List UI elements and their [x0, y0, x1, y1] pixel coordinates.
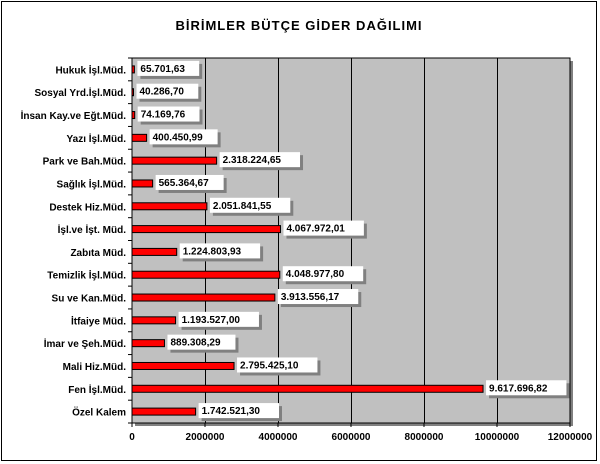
y-tick-label: İtfaiye Müd. — [71, 314, 126, 327]
data-label-box — [137, 106, 200, 122]
bar — [131, 316, 177, 325]
data-label-box — [219, 152, 301, 168]
bar — [131, 339, 165, 348]
data-label: 40.286,70 — [140, 87, 185, 98]
data-label: 4.048.977,80 — [286, 269, 345, 280]
x-tick-label: 12000000 — [548, 432, 593, 443]
y-tick-label: Hukuk İşl.Müd. — [55, 63, 126, 76]
bar — [131, 88, 134, 97]
y-tick-label: Sosyal Yrd.İşl.Müd. — [34, 86, 126, 99]
data-label: 74.169,76 — [141, 110, 186, 121]
x-tick-label: 4000000 — [259, 432, 298, 443]
y-tick-label: Temizlik İşl.Müd. — [47, 269, 126, 282]
y-tick-label: Fen İşl.Müd. — [68, 383, 126, 396]
data-label-box — [237, 357, 318, 373]
data-label-box — [137, 60, 200, 76]
data-label-box — [179, 243, 261, 259]
x-tick-label: 10000000 — [475, 432, 520, 443]
bar — [131, 407, 197, 416]
bar — [131, 384, 484, 393]
data-label: 400.450,99 — [153, 132, 203, 143]
bar — [131, 65, 135, 74]
data-label-box — [283, 220, 364, 236]
y-tick-label: Yazı İşl.Müd. — [67, 132, 127, 145]
data-label: 1.742.521,30 — [202, 406, 261, 417]
data-label-box — [209, 197, 291, 213]
data-label-box — [136, 83, 199, 99]
x-tick-label: 6000000 — [332, 432, 371, 443]
y-tick-label: İşl.ve İşt. Müd. — [58, 223, 127, 236]
bar — [131, 225, 281, 234]
data-label-box — [178, 311, 259, 327]
bar — [131, 179, 154, 188]
data-label: 3.913.556,17 — [281, 292, 340, 303]
y-tick-label: İnsan Kay.ve Eğt.Müd. — [21, 109, 127, 122]
y-tick-label: Mali Hiz.Müd. — [63, 362, 127, 373]
data-label-box — [167, 334, 236, 350]
data-label: 2.318.224,65 — [223, 155, 282, 166]
data-label-box — [277, 289, 359, 305]
x-tick-label: 0 — [129, 432, 135, 443]
bar — [131, 247, 178, 256]
bar — [131, 270, 281, 279]
y-tick-label: Sağlık İşl.Müd. — [57, 177, 127, 190]
data-label: 9.617.696,82 — [489, 383, 548, 394]
bar — [131, 133, 148, 142]
chart-title: BİRİMLER BÜTÇE GİDER DAĞILIMI — [175, 18, 423, 33]
y-tick-label: Destek Hiz.Müd. — [49, 202, 126, 213]
y-tick-label: Zabıta Müd. — [70, 248, 126, 259]
bar — [131, 293, 276, 302]
y-tick-label: Su ve Kan.Müd. — [52, 294, 127, 305]
y-tick-label: İmar ve Şeh.Müd. — [44, 337, 126, 350]
data-label-box — [198, 403, 280, 419]
data-label-box — [486, 380, 567, 396]
data-label: 65.701,63 — [140, 64, 185, 75]
x-tick-label: 2000000 — [186, 432, 225, 443]
data-label: 1.193.527,00 — [182, 315, 241, 326]
data-label: 889.308,29 — [170, 338, 220, 349]
data-label-box — [155, 174, 224, 190]
data-label-box — [149, 129, 218, 145]
y-tick-label: Özel Kalem — [72, 406, 126, 419]
data-label: 565.364,67 — [159, 178, 209, 189]
data-label: 4.067.972,01 — [286, 224, 345, 235]
bar — [131, 111, 136, 120]
data-label-box — [282, 266, 364, 282]
y-tick-label: Park ve Bah.Müd. — [43, 157, 127, 168]
bar — [131, 202, 208, 211]
x-tick-label: 8000000 — [405, 432, 444, 443]
data-label: 2.051.841,55 — [213, 201, 272, 212]
bar — [131, 361, 235, 370]
bar — [131, 156, 218, 165]
data-label: 1.224.803,93 — [183, 246, 242, 257]
data-label: 2.795.425,10 — [240, 360, 299, 371]
